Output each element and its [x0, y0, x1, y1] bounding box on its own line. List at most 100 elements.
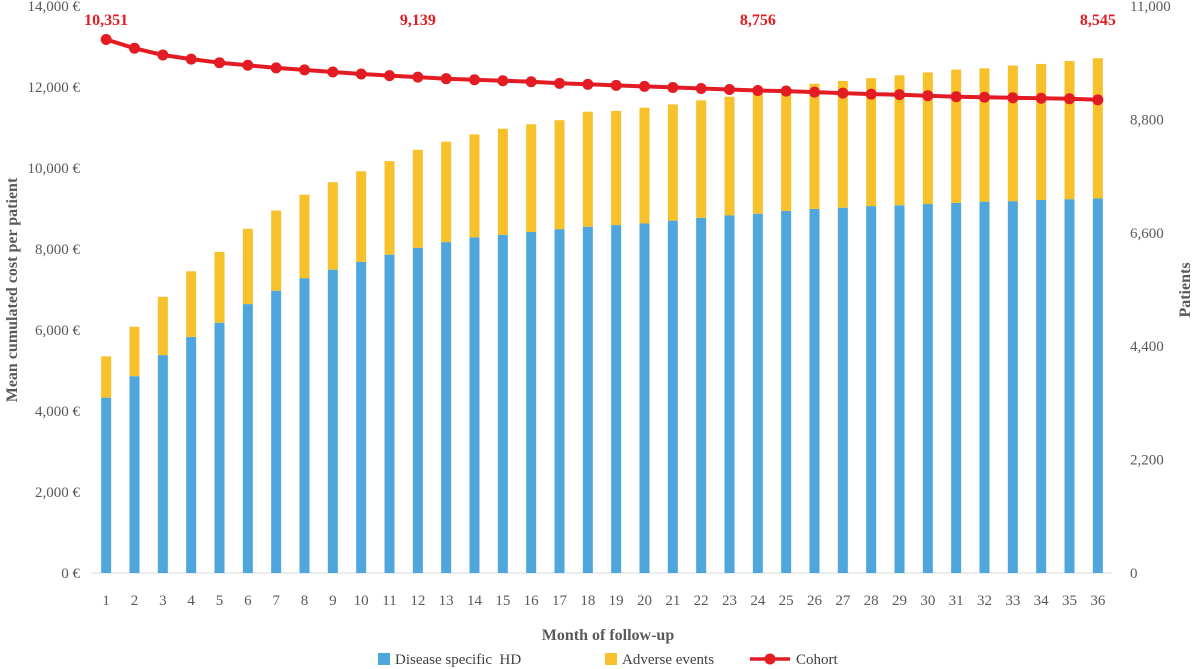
cohort-point-5 [214, 57, 225, 69]
x-tick-label: 35 [1062, 593, 1077, 609]
bar-adverse-events-12 [412, 149, 423, 248]
x-tick-label: 27 [835, 593, 851, 609]
x-axis-title: Month of follow-up [542, 627, 675, 644]
bar-disease-specific-hd-36 [1092, 198, 1103, 573]
cohort-point-27 [837, 87, 849, 99]
bar-disease-specific-hd-18 [582, 226, 593, 573]
x-tick-label: 30 [920, 593, 935, 609]
cohort-point-15 [497, 75, 509, 87]
bar-disease-specific-hd-15 [497, 234, 508, 573]
bar-disease-specific-hd-19 [611, 225, 622, 574]
bar-adverse-events-29 [894, 75, 905, 206]
legend-label-cohort: Cohort [796, 652, 839, 668]
x-tick-label: 22 [694, 593, 709, 609]
x-tick-label: 25 [779, 593, 794, 609]
bar-disease-specific-hd-2 [129, 376, 140, 573]
bar-adverse-events-17 [554, 120, 565, 230]
bars-layer [101, 58, 1103, 574]
cohort-point-8 [299, 64, 310, 76]
bar-adverse-events-26 [809, 83, 820, 209]
cohort-point-11 [384, 70, 395, 82]
bar-adverse-events-35 [1064, 61, 1075, 200]
bar-disease-specific-hd-22 [696, 217, 707, 573]
y-tick-label: 14,000 € [28, 0, 81, 15]
cohort-point-9 [327, 66, 339, 78]
x-tick-label: 12 [410, 593, 425, 609]
bar-disease-specific-hd-26 [809, 208, 820, 573]
bar-adverse-events-13 [441, 141, 452, 243]
bar-adverse-events-9 [327, 182, 338, 270]
bar-adverse-events-25 [781, 88, 792, 211]
bar-adverse-events-32 [979, 68, 990, 202]
legend-swatch-disease-specific-hd [378, 653, 390, 665]
cohort-data-label: 9,139 [400, 12, 436, 29]
cohort-point-13 [440, 73, 452, 85]
bar-disease-specific-hd-30 [922, 204, 933, 574]
bar-disease-specific-hd-9 [327, 269, 338, 573]
bar-adverse-events-1 [101, 356, 112, 398]
bar-disease-specific-hd-32 [979, 201, 990, 574]
bar-adverse-events-8 [299, 194, 310, 279]
cohort-point-7 [270, 62, 282, 74]
cohort-point-29 [894, 89, 905, 101]
y2-tick-label: 6,600 [1130, 226, 1164, 242]
bar-disease-specific-hd-13 [441, 242, 452, 574]
cohort-point-17 [554, 77, 565, 89]
y-tick-label: 10,000 € [28, 161, 81, 177]
bar-disease-specific-hd-7 [271, 290, 282, 573]
bar-disease-specific-hd-3 [157, 355, 168, 573]
bar-disease-specific-hd-28 [866, 206, 877, 573]
cohort-point-36 [1092, 94, 1104, 106]
cohort-point-3 [157, 49, 169, 61]
bar-adverse-events-7 [271, 210, 282, 291]
x-tick-label: 10 [354, 593, 369, 609]
bar-adverse-events-10 [356, 171, 367, 262]
x-tick-label: 28 [864, 593, 879, 609]
x-tick-label: 18 [580, 593, 595, 609]
y-tick-label: 8,000 € [35, 242, 81, 258]
x-tick-label: 8 [301, 593, 309, 609]
legend-swatch-adverse-events [605, 653, 617, 665]
y-tick-label: 2,000 € [35, 485, 81, 501]
x-tick-label: 3 [159, 593, 167, 609]
cohort-data-labels: 10,351 9,139 8,756 8,545 [84, 12, 1116, 29]
cohort-point-6 [242, 59, 254, 71]
cohort-point-30 [922, 90, 934, 102]
cohort-point-31 [950, 91, 962, 103]
x-axis-ticks: 1 2 3 4 5 6 7 8 9 10 11 12 13 14 15 16 17 18 19 20 21 22 23 24 2… [102, 593, 1105, 609]
bar-disease-specific-hd-20 [639, 223, 650, 574]
cohort-point-18 [582, 78, 594, 90]
y-tick-label: 6,000 € [35, 323, 81, 339]
y2-tick-label: 0 [1130, 566, 1138, 582]
cohort-point-24 [752, 85, 764, 97]
y2-axis-title: Patients [1177, 262, 1194, 317]
bar-disease-specific-hd-10 [356, 261, 367, 573]
cohort-point-32 [979, 91, 990, 103]
cohort-point-20 [639, 80, 650, 92]
x-tick-label: 34 [1034, 593, 1050, 609]
cohort-point-35 [1064, 93, 1075, 105]
x-tick-label: 11 [382, 593, 396, 609]
bar-adverse-events-2 [129, 326, 140, 377]
bar-disease-specific-hd-11 [384, 254, 395, 574]
cohort-point-10 [355, 68, 367, 80]
bar-adverse-events-27 [837, 80, 848, 208]
bar-disease-specific-hd-12 [412, 247, 423, 573]
bar-adverse-events-34 [1036, 63, 1047, 200]
legend-marker-cohort [764, 653, 776, 665]
x-tick-label: 14 [467, 593, 483, 609]
cohort-point-16 [525, 76, 537, 88]
bar-adverse-events-16 [526, 124, 537, 232]
cohort-point-33 [1007, 92, 1019, 104]
y2-tick-label: 2,200 [1130, 453, 1164, 469]
x-tick-label: 20 [637, 593, 652, 609]
x-tick-label: 26 [807, 593, 823, 609]
bar-disease-specific-hd-4 [186, 336, 197, 573]
bar-disease-specific-hd-31 [951, 202, 962, 573]
x-tick-label: 13 [439, 593, 454, 609]
cohort-point-4 [185, 53, 197, 65]
cohort-point-19 [610, 79, 622, 91]
bar-disease-specific-hd-23 [724, 215, 735, 573]
x-tick-label: 5 [216, 593, 224, 609]
bar-adverse-events-4 [186, 271, 197, 337]
